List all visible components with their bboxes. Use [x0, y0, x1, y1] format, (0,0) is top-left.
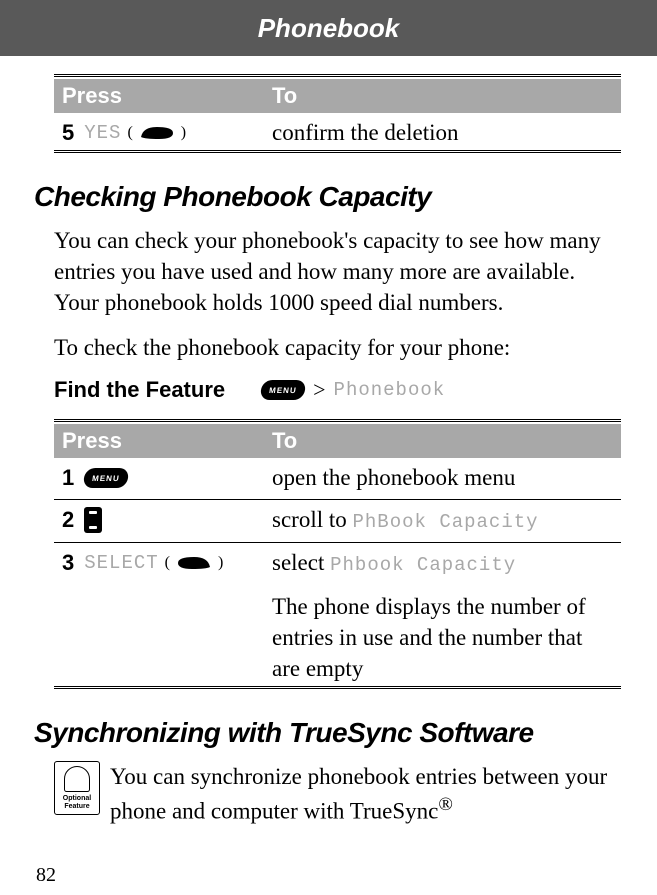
paren-open: (	[165, 554, 170, 572]
table-header: Press To	[54, 424, 621, 458]
table-row-note: The phone displays the number of entries…	[54, 585, 621, 689]
step-number: 5	[62, 120, 74, 146]
find-feature-label: Find the Feature	[54, 377, 225, 403]
menu-key-icon: MENU	[83, 468, 130, 488]
para-sync: You can synchronize phonebook entries be…	[110, 761, 621, 827]
press-cell: 1 MENU	[54, 462, 264, 493]
step-number: 3	[62, 550, 74, 576]
press-cell: 3 SELECT ( )	[54, 547, 264, 579]
table-row: 2 scroll to PhBook Capacity	[54, 500, 621, 543]
table-row: 5 YES ( ) confirm the deletion	[54, 113, 621, 153]
para-capacity-1: You can check your phonebook's capacity …	[54, 225, 621, 318]
action-cell: scroll to PhBook Capacity	[264, 504, 621, 536]
press-cell: 2	[54, 504, 264, 536]
th-press: Press	[54, 79, 264, 113]
press-cell: 5 YES ( )	[54, 117, 264, 148]
page-number: 82	[36, 864, 56, 887]
step-number: 2	[62, 507, 74, 533]
th-press: Press	[54, 424, 264, 458]
action-prefix: select	[272, 550, 330, 575]
registered-mark: ®	[438, 794, 453, 815]
softkey-select: SELECT	[84, 552, 158, 574]
find-the-feature: Find the Feature MENU > Phonebook	[54, 377, 621, 403]
th-to: To	[264, 424, 621, 458]
table-capacity-steps: Press To 1 MENU open the phonebook menu …	[54, 419, 621, 688]
sync-text: You can synchronize phonebook entries be…	[110, 764, 607, 824]
header-title: Phonebook	[258, 13, 400, 44]
action-cell: select Phbook Capacity	[264, 547, 621, 579]
optional-feature-icon	[54, 761, 100, 815]
step-number: 1	[62, 465, 74, 491]
press-cell-empty	[54, 591, 264, 684]
page-header: Phonebook	[0, 0, 657, 56]
gt-symbol: >	[313, 377, 325, 403]
note-cell: The phone displays the number of entries…	[264, 591, 621, 684]
paren-close: )	[218, 554, 223, 572]
action-prefix: scroll to	[272, 507, 353, 532]
paren-close: )	[181, 124, 186, 142]
nav-key-icon	[84, 507, 102, 533]
para-capacity-2: To check the phonebook capacity for your…	[54, 332, 621, 363]
path-phonebook: Phonebook	[334, 379, 446, 401]
heading-sync: Synchronizing with TrueSync Software	[34, 717, 621, 749]
table-confirm-delete: Press To 5 YES ( ) confirm the deletion	[54, 74, 621, 153]
paren-open: (	[127, 124, 132, 142]
sync-block: You can synchronize phonebook entries be…	[54, 761, 621, 827]
table-row: 3 SELECT ( ) select Phbook Capacity	[54, 543, 621, 585]
right-softkey-icon	[176, 555, 212, 571]
action-cell: open the phonebook menu	[264, 462, 621, 493]
table-header: Press To	[54, 79, 621, 113]
th-to: To	[264, 79, 621, 113]
action-mono: PhBook Capacity	[353, 511, 539, 533]
left-softkey-icon	[139, 125, 175, 141]
menu-key-icon: MENU	[260, 380, 307, 400]
table-row: 1 MENU open the phonebook menu	[54, 458, 621, 500]
heading-checking-capacity: Checking Phonebook Capacity	[34, 181, 621, 213]
action-cell: confirm the deletion	[264, 117, 621, 148]
page-content: Press To 5 YES ( ) confirm the deletion …	[0, 56, 657, 826]
feature-path: MENU > Phonebook	[261, 377, 445, 403]
softkey-yes: YES	[84, 122, 121, 144]
action-mono: Phbook Capacity	[330, 554, 516, 576]
